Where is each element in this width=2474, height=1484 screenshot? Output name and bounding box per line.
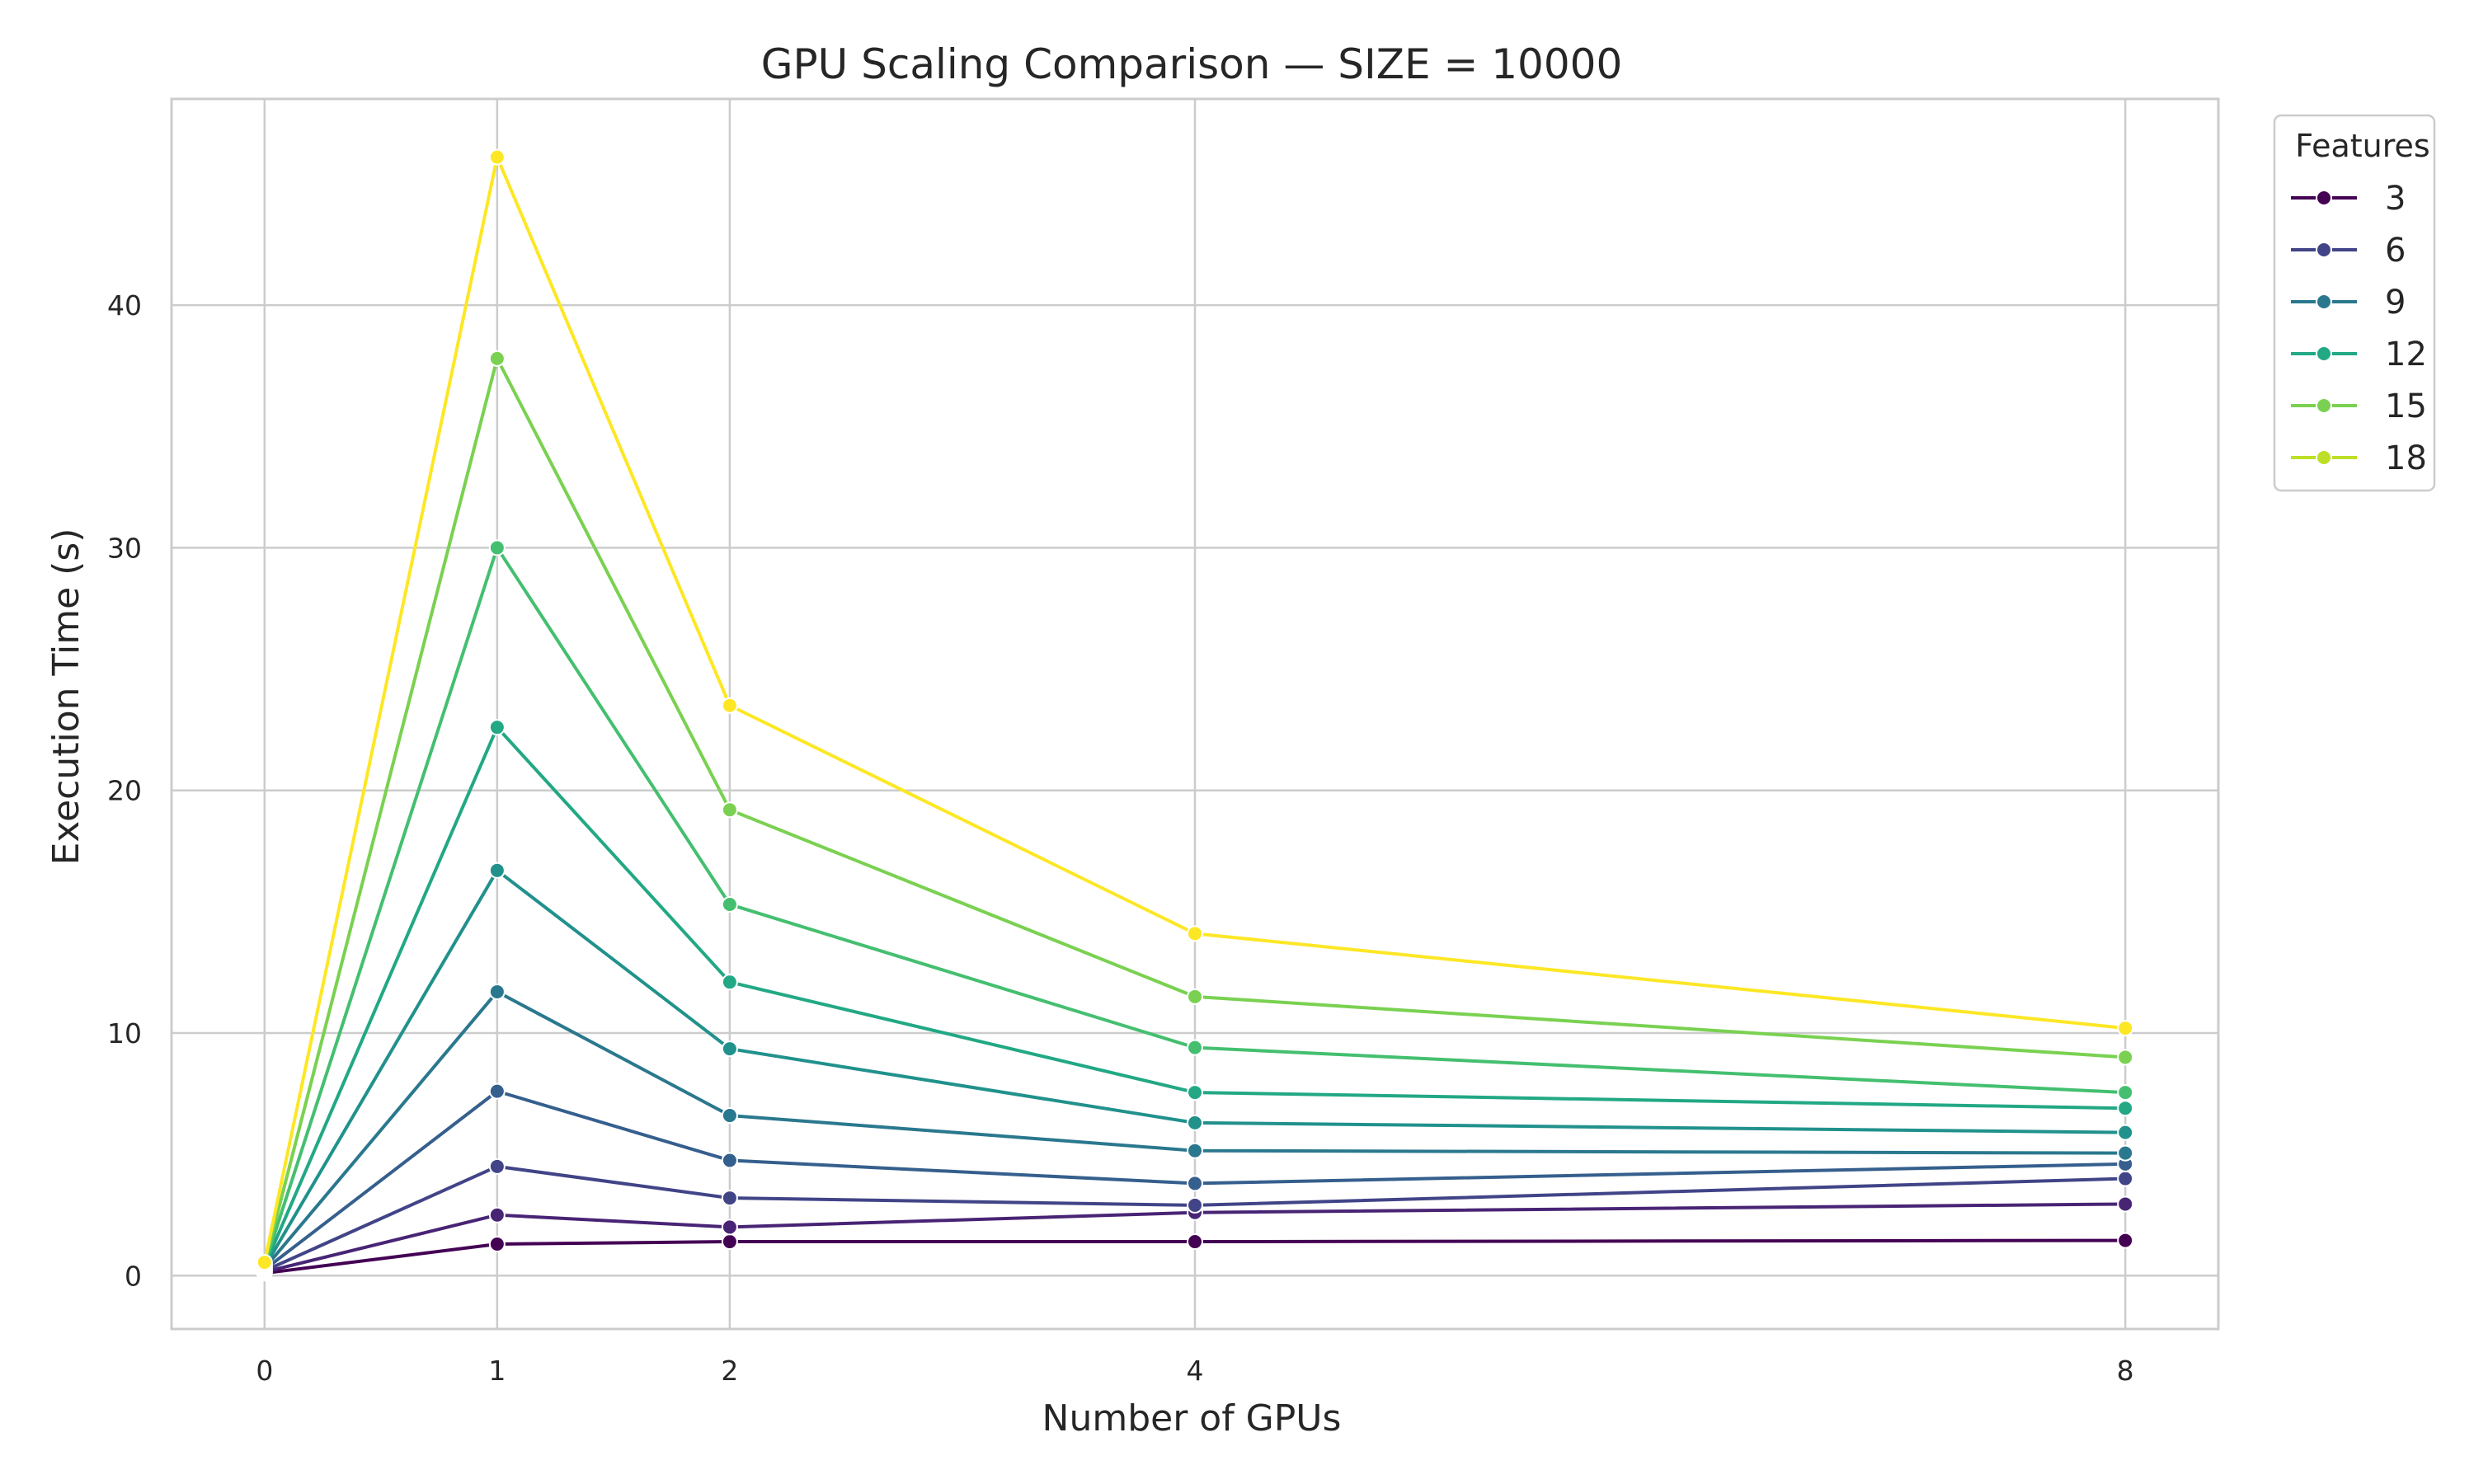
data-point bbox=[2117, 1100, 2134, 1117]
data-point bbox=[1187, 925, 1203, 942]
series-5 bbox=[256, 983, 2134, 1277]
data-point bbox=[2117, 1170, 2134, 1187]
x-tick-label: 4 bbox=[1187, 1355, 1204, 1387]
legend-entry: 18 bbox=[2291, 439, 2427, 477]
data-point bbox=[488, 350, 506, 367]
legend: Features 3 6 9 12 15 18 bbox=[2273, 114, 2436, 492]
data-point bbox=[2117, 1195, 2134, 1213]
legend-marker bbox=[2316, 397, 2332, 414]
data-point bbox=[721, 1152, 738, 1169]
data-point bbox=[1187, 1084, 1203, 1101]
y-tick-label: 20 bbox=[107, 775, 142, 807]
legend-marker bbox=[2316, 345, 2332, 362]
data-point bbox=[1187, 1196, 1203, 1214]
data-point bbox=[2117, 1144, 2134, 1162]
x-tick-label: 0 bbox=[256, 1355, 273, 1387]
series-6 bbox=[256, 862, 2134, 1275]
y-axis-label: Execution Time (s) bbox=[45, 528, 87, 866]
data-point bbox=[2117, 1049, 2134, 1066]
legend-label: 6 bbox=[2385, 232, 2406, 270]
data-point bbox=[721, 896, 738, 913]
data-point bbox=[1187, 1039, 1203, 1056]
data-point bbox=[721, 801, 738, 819]
legend-entry: 6 bbox=[2291, 232, 2406, 270]
legend-label: 18 bbox=[2385, 439, 2427, 477]
legend-entry: 3 bbox=[2291, 180, 2406, 218]
legend-label: 15 bbox=[2385, 387, 2427, 425]
series-10 bbox=[256, 148, 2134, 1271]
y-tick-label: 30 bbox=[107, 532, 142, 564]
x-tick-label: 2 bbox=[721, 1355, 738, 1387]
x-tick-label: 1 bbox=[488, 1355, 506, 1387]
data-point bbox=[488, 719, 506, 736]
data-point bbox=[256, 1254, 273, 1271]
legend-label: 9 bbox=[2385, 284, 2406, 322]
legend-label: 12 bbox=[2385, 336, 2427, 373]
data-point bbox=[488, 1206, 506, 1223]
data-point bbox=[721, 1233, 738, 1251]
data-point bbox=[488, 862, 506, 879]
x-axis-label: Number of GPUs bbox=[1042, 1397, 1342, 1439]
data-point bbox=[1187, 1175, 1203, 1192]
data-point bbox=[721, 974, 738, 991]
legend-entry: 12 bbox=[2291, 336, 2427, 373]
data-point bbox=[721, 1040, 738, 1058]
data-point bbox=[488, 1158, 506, 1175]
data-point bbox=[1187, 1114, 1203, 1131]
chart-title: GPU Scaling Comparison — SIZE = 10000 bbox=[761, 40, 1623, 88]
data-point bbox=[488, 148, 506, 166]
data-point bbox=[721, 697, 738, 714]
plot-frame bbox=[170, 97, 2220, 1331]
data-point bbox=[721, 1190, 738, 1207]
data-point bbox=[2117, 1084, 2134, 1101]
legend-marker bbox=[2316, 294, 2332, 310]
legend-marker bbox=[2316, 242, 2332, 258]
tick-labels: 0 1 2 4 8 0 10 20 30 40 bbox=[107, 289, 2134, 1387]
legend-entries: 3 6 9 12 15 18 bbox=[2291, 180, 2427, 477]
data-point bbox=[2117, 1020, 2134, 1037]
legend-label: 3 bbox=[2385, 180, 2406, 218]
data-point bbox=[2117, 1232, 2134, 1249]
legend-marker bbox=[2316, 449, 2332, 466]
series-8 bbox=[256, 539, 2134, 1274]
legend-title: Features bbox=[2295, 128, 2429, 164]
data-point bbox=[488, 1236, 506, 1253]
data-point bbox=[721, 1107, 738, 1125]
data-point bbox=[721, 1219, 738, 1236]
y-tick-label: 0 bbox=[125, 1260, 142, 1292]
series-group bbox=[256, 148, 2134, 1282]
data-point bbox=[1187, 988, 1203, 1005]
data-point bbox=[2117, 1124, 2134, 1141]
y-tick-label: 10 bbox=[107, 1017, 142, 1050]
data-point bbox=[488, 983, 506, 1000]
legend-entry: 9 bbox=[2291, 284, 2406, 322]
legend-marker bbox=[2316, 190, 2332, 206]
data-point bbox=[1187, 1142, 1203, 1159]
grid-lines bbox=[172, 99, 2218, 1329]
data-point bbox=[488, 539, 506, 556]
x-tick-label: 8 bbox=[2117, 1355, 2134, 1387]
y-tick-label: 40 bbox=[107, 289, 142, 322]
data-point bbox=[488, 1082, 506, 1100]
legend-entry: 15 bbox=[2291, 387, 2427, 425]
data-point bbox=[1187, 1233, 1203, 1251]
